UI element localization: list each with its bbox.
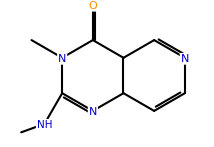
Text: N: N (89, 107, 97, 117)
Text: NH: NH (37, 120, 52, 130)
Text: N: N (58, 54, 66, 64)
Text: O: O (88, 1, 97, 11)
Text: N: N (181, 54, 189, 64)
